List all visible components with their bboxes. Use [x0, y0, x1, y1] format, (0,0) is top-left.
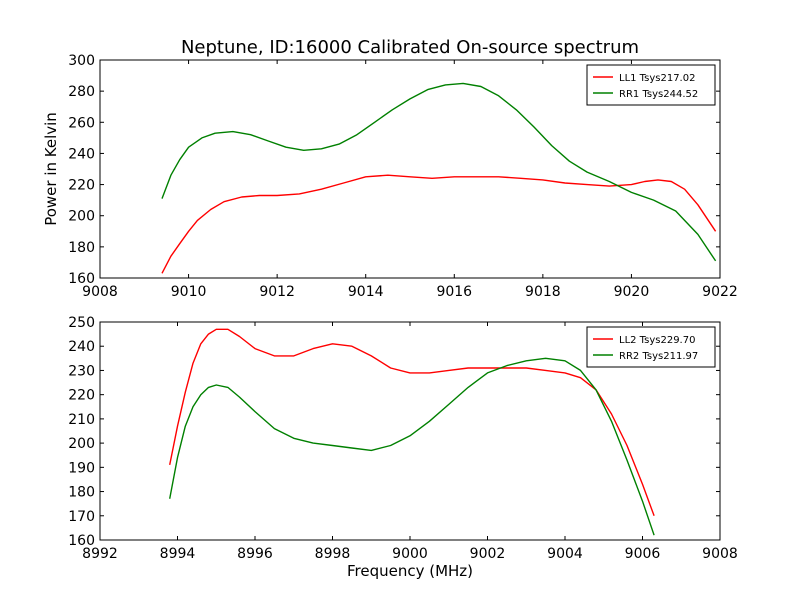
y-tick-label: 180	[68, 485, 95, 501]
y-tick-label: 200	[68, 209, 95, 225]
x-tick-label: 8994	[160, 546, 196, 562]
y-tick-label: 220	[68, 178, 95, 194]
series-line-rr2-tsys211-97	[169, 357, 655, 536]
y-tick-label: 230	[68, 363, 95, 379]
y-tick-label: 240	[68, 146, 95, 162]
legend: LL1 Tsys217.02 RR1 Tsys244.52	[586, 64, 716, 106]
x-tick-label: 9014	[348, 284, 384, 300]
x-tick-label: 9022	[702, 284, 738, 300]
x-tick-label: 9000	[392, 546, 428, 562]
x-tick-label: 8992	[82, 546, 118, 562]
legend-label: LL2 Tsys229.70	[619, 335, 695, 346]
x-tick-label: 9008	[702, 546, 738, 562]
y-tick-label: 210	[68, 412, 95, 428]
y-tick-label: 240	[68, 339, 95, 355]
x-tick-label: 9008	[82, 284, 118, 300]
x-tick-label: 9002	[470, 546, 506, 562]
x-axis-label: Frequency (MHz)	[347, 562, 473, 580]
x-tick-label: 9016	[436, 284, 472, 300]
y-tick-label: 280	[68, 84, 95, 100]
legend-label: RR2 Tsys211.97	[619, 351, 698, 362]
y-tick-label: 260	[68, 115, 95, 131]
series-line-rr1-tsys244-52	[161, 82, 717, 262]
legend: LL2 Tsys229.70 RR2 Tsys211.97	[586, 326, 716, 368]
y-tick-label: 180	[68, 240, 95, 256]
chart-title: Neptune, ID:16000 Calibrated On-source s…	[181, 37, 639, 58]
plot-frame	[99, 59, 721, 279]
legend-box	[586, 326, 716, 368]
y-tick-label: 200	[68, 436, 95, 452]
top-panel: 9008 9010 9012 9014 9016 9018 9020 9022 160 180 20…	[68, 53, 738, 300]
x-tick-label: 9020	[614, 284, 650, 300]
x-tick-label: 9006	[625, 546, 661, 562]
series-line-ll2-tsys229-70	[169, 328, 655, 517]
legend-label: LL1 Tsys217.02	[619, 73, 695, 84]
series-line-ll1-tsys217-02	[161, 174, 717, 274]
legend-label: RR1 Tsys244.52	[619, 89, 698, 100]
series-group	[161, 82, 717, 274]
series-group	[169, 328, 655, 536]
legend-box	[586, 64, 716, 106]
y-tick-label: 190	[68, 460, 95, 476]
x-tick-label: 9004	[547, 546, 583, 562]
x-tick-label: 8998	[315, 546, 351, 562]
y-tick-label: 160	[68, 533, 95, 549]
x-tick-label: 9010	[171, 284, 207, 300]
x-tick-label: 9012	[259, 284, 295, 300]
x-tick-label: 9018	[525, 284, 561, 300]
y-tick-label: 160	[68, 271, 95, 287]
y-tick-label: 170	[68, 509, 95, 525]
x-tick-label: 8996	[237, 546, 273, 562]
y-tick-label: 300	[68, 53, 95, 69]
y-tick-label: 250	[68, 315, 95, 331]
y-tick-label: 220	[68, 388, 95, 404]
bottom-panel: 8992 8994 8996 8998 9000 9002 9004 9006 9008 160 1…	[68, 315, 738, 562]
y-axis-label: Power in Kelvin	[42, 112, 60, 226]
